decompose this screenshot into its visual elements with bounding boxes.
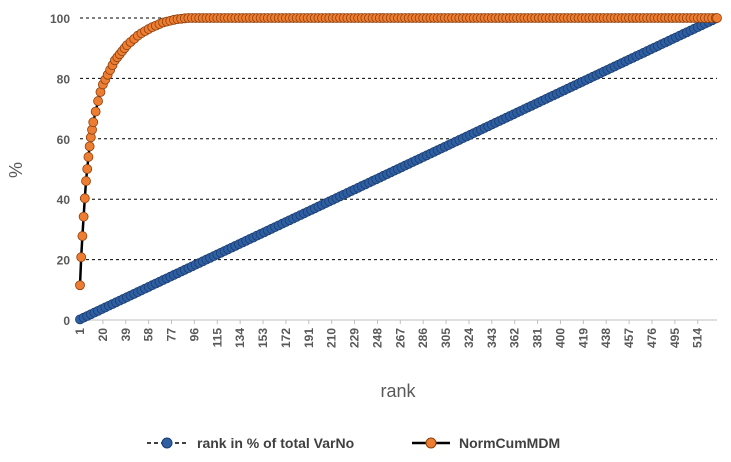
x-tick-label: 495	[668, 328, 682, 348]
legend-item-normcummdm: NormCumMDM	[412, 435, 560, 451]
data-point	[83, 152, 94, 162]
data-point	[81, 176, 91, 186]
y-axis-ticks: 0 20 40 60 80 100	[50, 12, 70, 328]
legend-marker-rank	[161, 437, 173, 449]
series-layer	[75, 13, 722, 325]
data-point	[76, 252, 87, 263]
x-tick-label: 39	[119, 328, 133, 342]
data-point	[75, 280, 85, 291]
data-point	[77, 231, 88, 241]
x-tick-label: 58	[142, 328, 156, 342]
x-tick-label: 96	[187, 328, 201, 342]
legend-item-rank: rank in % of total VarNo	[147, 435, 354, 451]
x-tick-label: 362	[508, 328, 522, 348]
x-tick-label: 172	[279, 328, 293, 348]
legend-marker-normcummdm	[425, 437, 437, 449]
x-tick-label: 457	[622, 328, 636, 348]
y-tick-label: 100	[50, 12, 70, 26]
legend-label-rank: rank in % of total VarNo	[197, 435, 354, 451]
x-tick-label: 20	[96, 328, 110, 342]
series-line	[78, 16, 717, 286]
x-tick-label: 286	[416, 328, 430, 348]
y-tick-label: 80	[57, 72, 71, 86]
x-tick-label: 419	[576, 328, 590, 348]
data-point	[79, 193, 90, 204]
x-tick-label: 1	[73, 328, 87, 335]
data-point	[712, 13, 722, 23]
x-axis-ticks: 1 20 39 58 77 96 115 134 153 172 191 210 229 248 267 28…	[73, 320, 705, 348]
x-tick-label: 229	[348, 328, 362, 348]
legend-label-normcummdm: NormCumMDM	[459, 435, 560, 451]
gridlines	[80, 17, 717, 261]
x-tick-label: 210	[325, 328, 339, 348]
data-point	[84, 141, 95, 152]
y-tick-label: 40	[57, 193, 71, 207]
legend: rank in % of total VarNo NormCumMDM	[147, 435, 560, 451]
y-tick-label: 20	[57, 254, 71, 268]
x-tick-label: 77	[165, 328, 179, 342]
x-tick-label: 153	[256, 328, 270, 348]
y-tick-label: 60	[57, 133, 71, 147]
data-point	[78, 211, 89, 222]
x-tick-label: 438	[599, 328, 613, 348]
x-tick-label: 267	[393, 328, 407, 348]
y-tick-label: 0	[63, 314, 70, 328]
data-point	[82, 164, 93, 174]
x-axis-title: rank	[380, 381, 416, 401]
x-tick-label: 305	[439, 328, 453, 348]
x-tick-label: 324	[462, 328, 476, 348]
data-point	[90, 106, 101, 117]
x-tick-label: 514	[691, 328, 705, 348]
series-normcummdm	[75, 13, 722, 291]
x-tick-label: 248	[370, 328, 384, 348]
x-tick-label: 191	[302, 328, 316, 348]
x-tick-label: 476	[645, 328, 659, 348]
data-point	[88, 117, 99, 128]
x-tick-label: 381	[531, 328, 545, 348]
x-tick-label: 134	[233, 328, 247, 348]
series-rank-percent	[75, 13, 721, 325]
y-axis-title: %	[6, 162, 26, 178]
x-tick-label: 343	[485, 328, 499, 348]
x-tick-label: 400	[553, 328, 567, 348]
data-point	[93, 96, 103, 106]
x-tick-label: 115	[210, 328, 224, 348]
